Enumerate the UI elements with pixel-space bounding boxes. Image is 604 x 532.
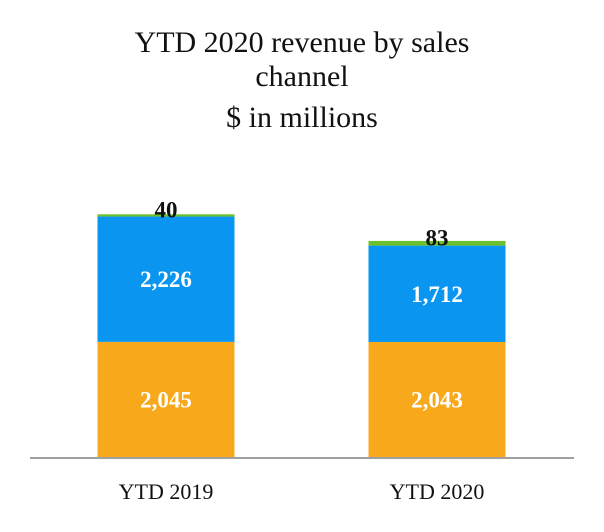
- data-label-top-0: 40: [155, 197, 178, 222]
- bar-top-1: [368, 240, 506, 246]
- category-label-1: YTD 2020: [390, 479, 485, 504]
- category-label-0: YTD 2019: [119, 479, 214, 504]
- chart-title-line-3: $ in millions: [226, 101, 378, 134]
- data-label-middle-0: 2,226: [140, 267, 192, 292]
- bar-bottom-1: [368, 341, 506, 457]
- bar-bottom-0: [97, 341, 235, 457]
- bar-middle-1: [368, 245, 506, 342]
- data-label-bottom-1: 2,043: [411, 387, 463, 412]
- chart-title-line-2: channel: [255, 60, 349, 93]
- chart-title-line-1: YTD 2020 revenue by sales: [134, 26, 470, 59]
- data-label-middle-1: 1,712: [411, 282, 463, 307]
- bar-middle-0: [97, 216, 235, 342]
- bar-top-0: [97, 214, 235, 217]
- data-label-bottom-0: 2,045: [140, 387, 192, 412]
- data-label-top-1: 83: [426, 225, 449, 250]
